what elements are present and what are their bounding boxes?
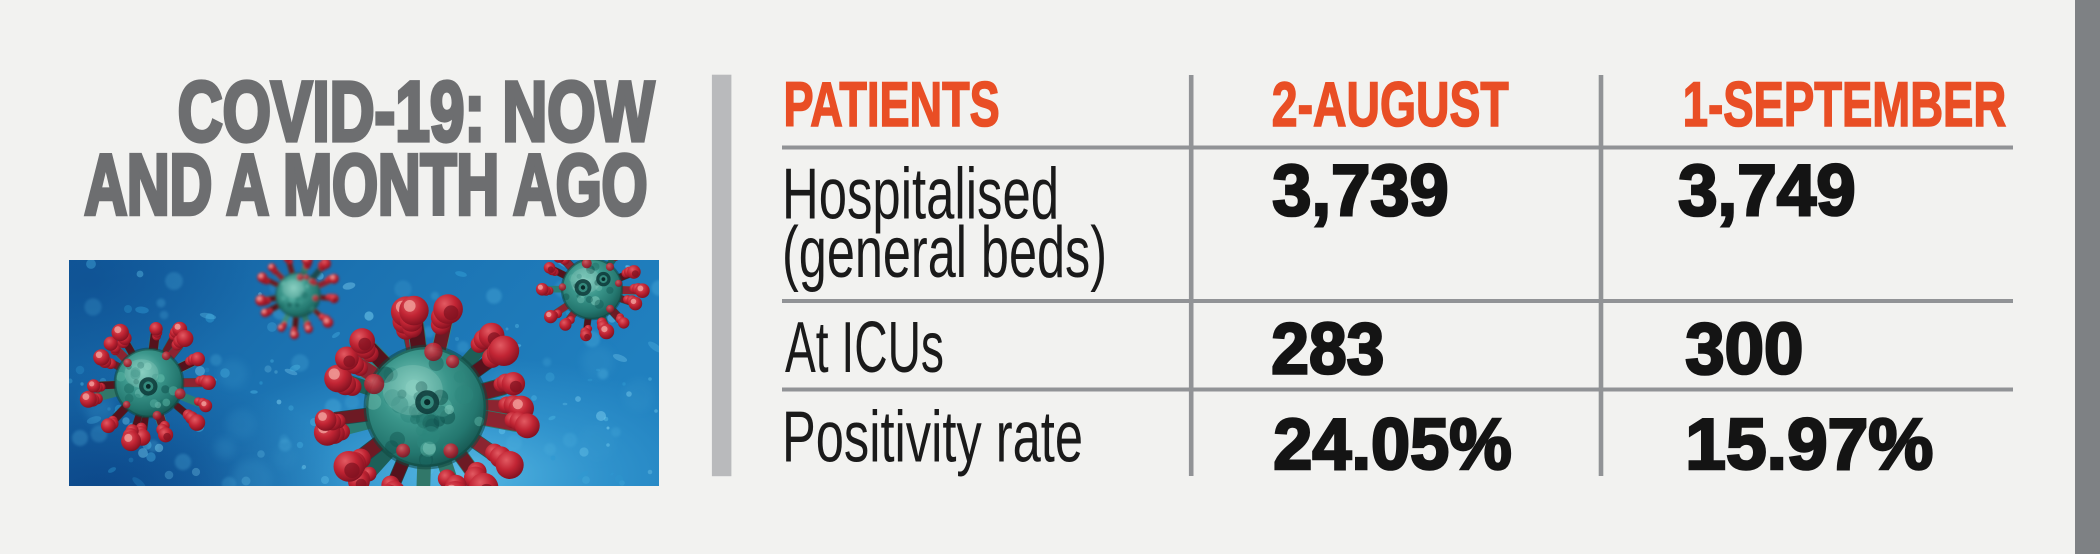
svg-text:3,739: 3,739 bbox=[1272, 151, 1448, 231]
svg-text:(general beds): (general beds) bbox=[782, 213, 1107, 293]
svg-text:Hospitalised: Hospitalised bbox=[782, 155, 1059, 235]
svg-text:283: 283 bbox=[1271, 310, 1384, 390]
svg-text:AND A MONTH AGO: AND A MONTH AGO bbox=[85, 138, 648, 233]
svg-text:1-SEPTEMBER: 1-SEPTEMBER bbox=[1683, 70, 2006, 140]
svg-text:COVID-19: NOW: COVID-19: NOW bbox=[178, 65, 655, 159]
svg-text:15.97%: 15.97% bbox=[1685, 405, 1933, 485]
svg-text:At ICUs: At ICUs bbox=[785, 308, 944, 388]
svg-text:PATIENTS: PATIENTS bbox=[784, 70, 1000, 140]
svg-text:300: 300 bbox=[1685, 310, 1803, 390]
svg-text:2-AUGUST: 2-AUGUST bbox=[1272, 70, 1509, 140]
svg-text:Positivity rate: Positivity rate bbox=[782, 398, 1083, 478]
svg-text:24.05%: 24.05% bbox=[1273, 405, 1511, 485]
svg-text:3,749: 3,749 bbox=[1678, 151, 1856, 231]
